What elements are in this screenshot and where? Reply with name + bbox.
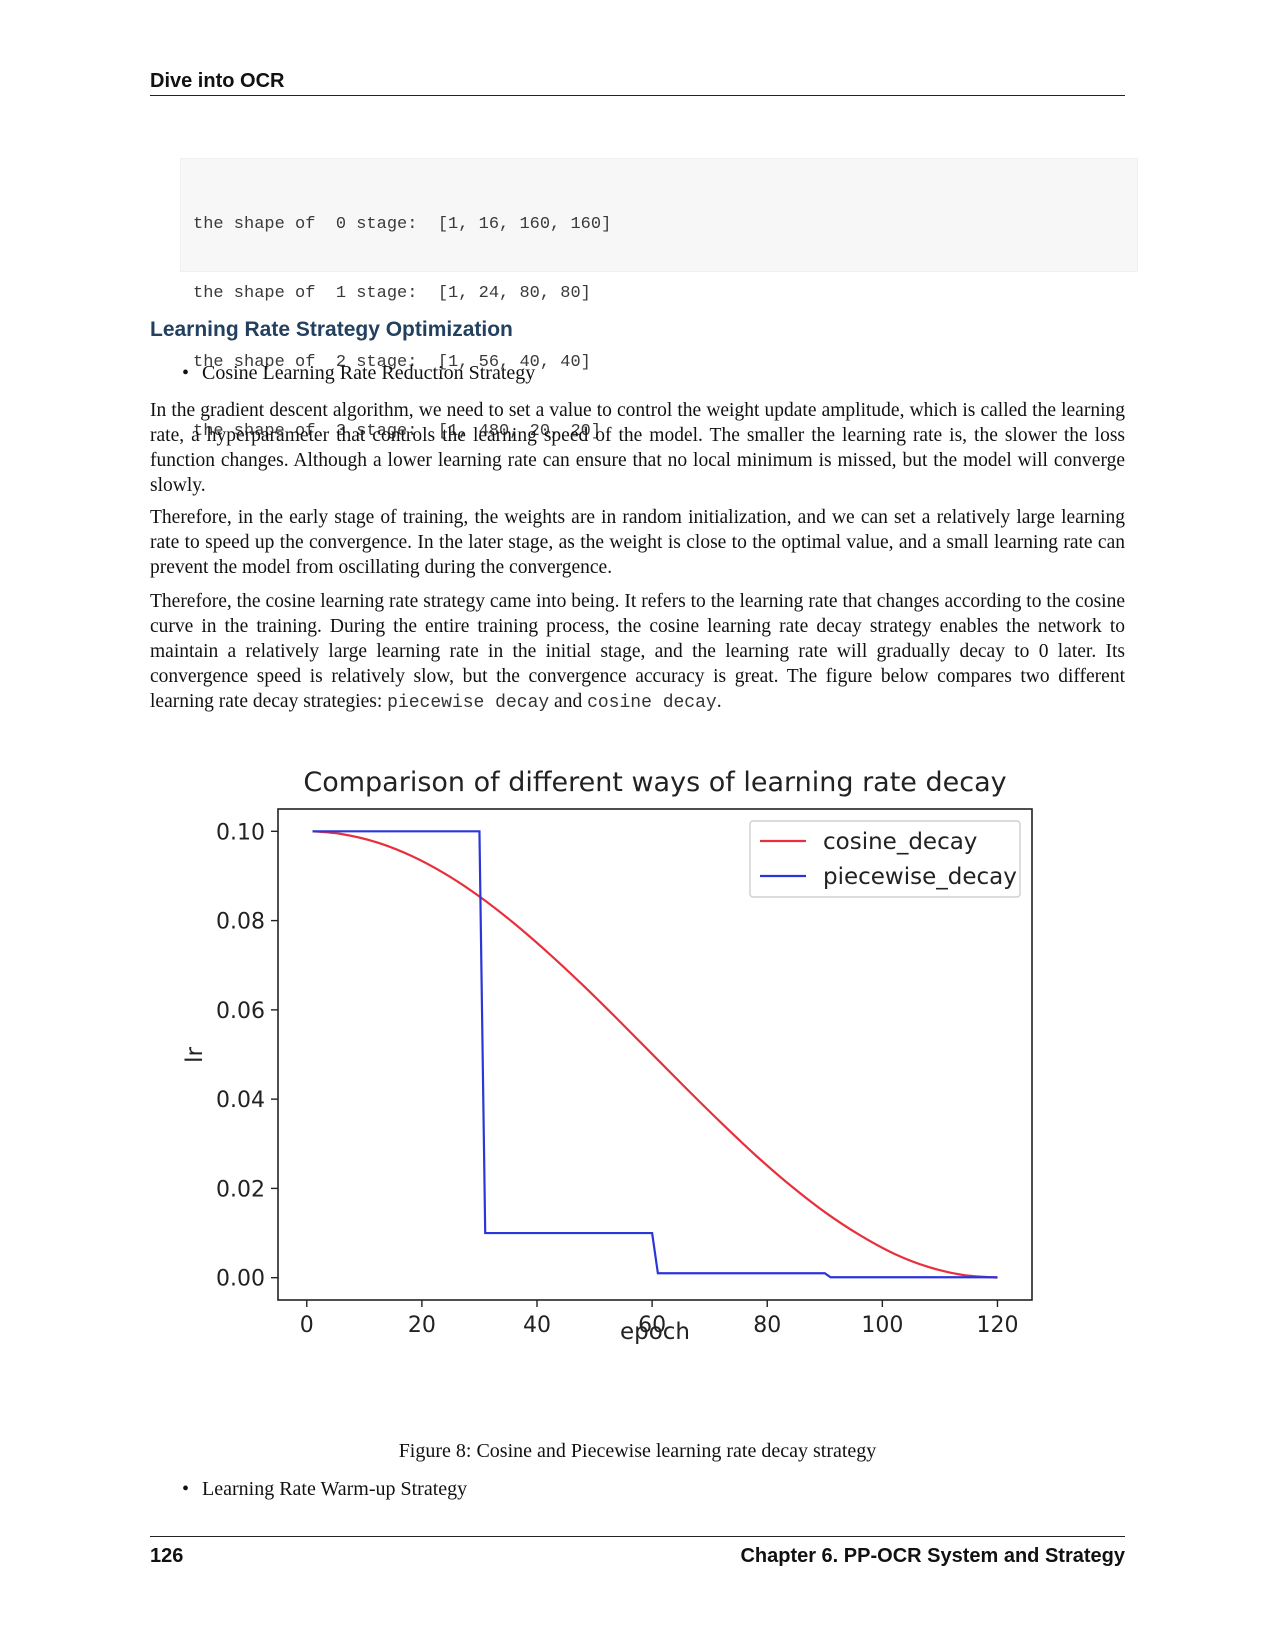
running-head: Dive into OCR xyxy=(150,70,1125,96)
x-tick-label: 40 xyxy=(523,1313,551,1338)
y-tick-label: 0.10 xyxy=(216,820,265,845)
bullet-text: Learning Rate Warm-up Strategy xyxy=(202,1478,468,1500)
x-tick-label: 100 xyxy=(861,1313,903,1338)
y-tick-label: 0.06 xyxy=(216,999,265,1024)
bullet-item: • Learning Rate Warm-up Strategy xyxy=(182,1478,467,1501)
code-line: the shape of 3 stage: [1, 480, 20, 20] xyxy=(193,422,602,441)
series-line-piecewise-decay xyxy=(312,830,998,1279)
x-tick-label: 120 xyxy=(976,1313,1018,1338)
paragraph: In the gradient descent algorithm, we ne… xyxy=(150,400,1125,496)
code-block: the shape of 0 stage: [1, 16, 160, 160] … xyxy=(180,158,1138,441)
y-axis-label: lr xyxy=(182,1047,208,1063)
code-line: the shape of 1 stage: [1, 24, 80, 80] xyxy=(193,284,591,303)
y-tick-label: 0.02 xyxy=(216,1177,265,1202)
legend-box xyxy=(749,820,1021,898)
series-line-cosine-decay xyxy=(312,830,998,1279)
y-tick-label: 0.08 xyxy=(216,910,265,935)
x-axis-label: epoch xyxy=(620,1319,690,1345)
figure-caption: Figure 8: Cosine and Piecewise learning … xyxy=(398,1440,877,1462)
bullet-text: Cosine Learning Rate Reduction Strategy xyxy=(202,362,536,384)
paragraph-text: . xyxy=(716,691,722,712)
inline-code: cosine decay xyxy=(587,693,717,713)
chart-title: Comparison of different ways of learning… xyxy=(303,767,1006,798)
page-number: 126 xyxy=(150,1545,184,1567)
paragraph: Therefore, the cosine learning rate stra… xyxy=(150,589,1125,716)
paragraph-text: Therefore, the cosine learning rate stra… xyxy=(150,591,1125,712)
y-tick-label: 0.04 xyxy=(216,1088,265,1113)
code-line: the shape of 0 stage: [1, 16, 160, 160] xyxy=(193,215,612,234)
legend-label: cosine_decay xyxy=(823,829,977,855)
x-tick-label: 80 xyxy=(753,1313,781,1338)
chapter-title: Chapter 6. PP-OCR System and Strategy xyxy=(740,1545,1125,1567)
lr-decay-chart: Comparison of different ways of learning… xyxy=(182,767,1033,1345)
code-line: the shape of 2 stage: [1, 56, 40, 40] xyxy=(193,353,591,372)
bullet-symbol: • xyxy=(182,1478,190,1500)
y-tick-label: 0.00 xyxy=(216,1267,265,1292)
plot-frame xyxy=(277,808,1033,1301)
section-title: Learning Rate Strategy Optimization xyxy=(150,318,513,341)
plot-area: 0 20 40 60 80 100 120 0.00 0.02 0.04 0.06 0.08 0.10 c… xyxy=(216,808,1033,1338)
paragraph-text: and xyxy=(549,691,588,712)
inline-code: piecewise decay xyxy=(387,693,550,713)
legend-label: piecewise_decay xyxy=(823,864,1017,890)
page-footer: 126 Chapter 6. PP-OCR System and Strateg… xyxy=(150,1536,1125,1568)
x-tick-label: 20 xyxy=(408,1313,436,1338)
figure-chart: Comparison of different ways of learning… xyxy=(180,752,1100,1402)
bullet-symbol: • xyxy=(182,362,190,384)
x-tick-label: 0 xyxy=(300,1313,314,1338)
bullet-item: • Cosine Learning Rate Reduction Strategy xyxy=(182,362,535,385)
x-tick-label: 60 xyxy=(638,1313,666,1338)
paragraph: Therefore, in the early stage of trainin… xyxy=(150,507,1125,578)
